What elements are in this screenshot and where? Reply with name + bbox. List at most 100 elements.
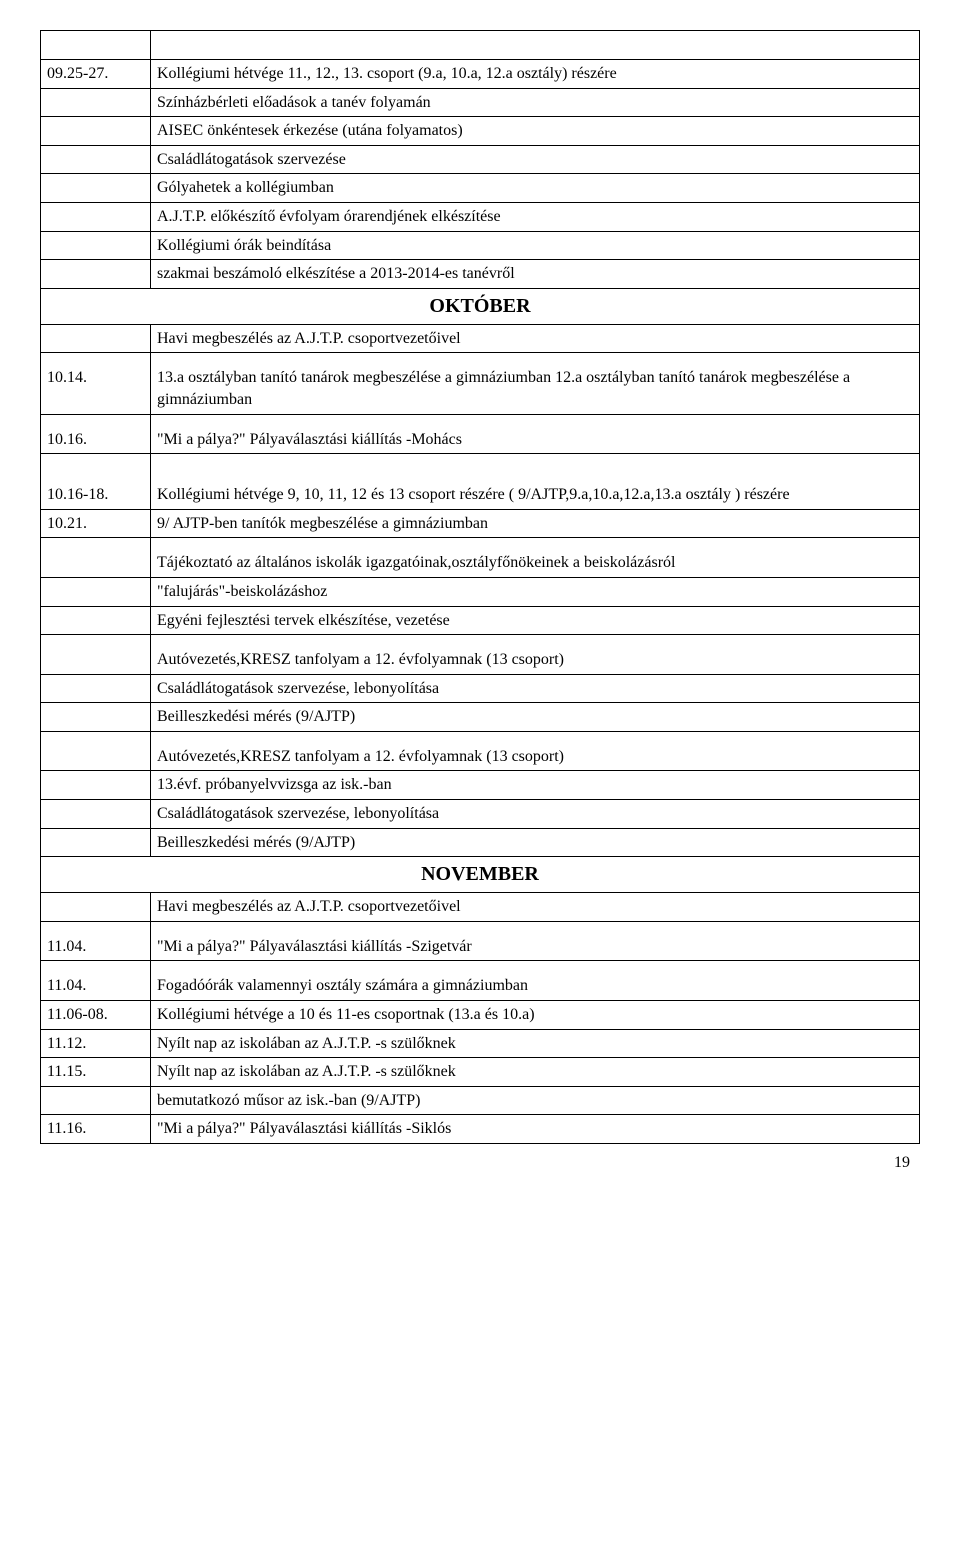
table-row: "falujárás"-beiskolázáshoz	[41, 577, 920, 606]
date-cell	[41, 674, 151, 703]
text-cell: szakmai beszámoló elkészítése a 2013-201…	[151, 260, 920, 289]
table-row: Családlátogatások szervezése, lebonyolít…	[41, 674, 920, 703]
table-row: Havi megbeszélés az A.J.T.P. csoportveze…	[41, 324, 920, 353]
text-cell: Kollégiumi hétvége 11., 12., 13. csoport…	[151, 60, 920, 89]
table-row: Egyéni fejlesztési tervek elkészítése, v…	[41, 606, 920, 635]
date-cell: 11.12.	[41, 1029, 151, 1058]
table-row: 10.16-18.Kollégiumi hétvége 9, 10, 11, 1…	[41, 454, 920, 510]
table-row: Beilleszkedési mérés (9/AJTP)	[41, 703, 920, 732]
date-cell	[41, 231, 151, 260]
date-cell: 10.16.	[41, 414, 151, 454]
text-cell: "falujárás"-beiskolázáshoz	[151, 577, 920, 606]
text-cell: Nyílt nap az iskolában az A.J.T.P. -s sz…	[151, 1029, 920, 1058]
table-row: Autóvezetés,KRESZ tanfolyam a 12. évfoly…	[41, 635, 920, 675]
schedule-table: 09.25-27.Kollégiumi hétvége 11., 12., 13…	[40, 30, 920, 1144]
date-cell: 11.15.	[41, 1058, 151, 1087]
text-cell: Gólyahetek a kollégiumban	[151, 174, 920, 203]
date-cell	[41, 893, 151, 922]
date-cell	[41, 174, 151, 203]
date-cell	[41, 577, 151, 606]
text-cell: Családlátogatások szervezése, lebonyolít…	[151, 674, 920, 703]
text-cell: Kollégiumi órák beindítása	[151, 231, 920, 260]
table-row: 11.04.Fogadóórák valamennyi osztály szám…	[41, 961, 920, 1001]
text-cell: Színházbérleti előadások a tanév folyamá…	[151, 88, 920, 117]
table-row: NOVEMBER	[41, 857, 920, 893]
date-cell	[41, 731, 151, 771]
date-cell: 11.04.	[41, 961, 151, 1001]
date-cell: 10.21.	[41, 509, 151, 538]
table-row: 11.04."Mi a pálya?" Pályaválasztási kiál…	[41, 921, 920, 961]
text-cell: Nyílt nap az iskolában az A.J.T.P. -s sz…	[151, 1058, 920, 1087]
text-cell: "Mi a pálya?" Pályaválasztási kiállítás …	[151, 921, 920, 961]
text-cell: Családlátogatások szervezése	[151, 145, 920, 174]
table-row	[41, 31, 920, 60]
text-cell: 13.a osztályban tanító tanárok megbeszél…	[151, 353, 920, 414]
table-row: Gólyahetek a kollégiumban	[41, 174, 920, 203]
table-row: 09.25-27.Kollégiumi hétvége 11., 12., 13…	[41, 60, 920, 89]
text-cell: Beilleszkedési mérés (9/AJTP)	[151, 703, 920, 732]
text-cell: Kollégiumi hétvége 9, 10, 11, 12 és 13 c…	[151, 454, 920, 510]
text-cell: Családlátogatások szervezése, lebonyolít…	[151, 800, 920, 829]
table-row: szakmai beszámoló elkészítése a 2013-201…	[41, 260, 920, 289]
table-row: 11.15.Nyílt nap az iskolában az A.J.T.P.…	[41, 1058, 920, 1087]
date-cell: 11.16.	[41, 1115, 151, 1144]
table-row: Havi megbeszélés az A.J.T.P. csoportveze…	[41, 893, 920, 922]
date-cell	[41, 1086, 151, 1115]
table-row: 10.16."Mi a pálya?" Pályaválasztási kiál…	[41, 414, 920, 454]
date-cell	[41, 771, 151, 800]
table-row: 11.12.Nyílt nap az iskolában az A.J.T.P.…	[41, 1029, 920, 1058]
table-row: Tájékoztató az általános iskolák igazgat…	[41, 538, 920, 578]
date-cell	[41, 324, 151, 353]
text-cell: 9/ AJTP-ben tanítók megbeszélése a gimná…	[151, 509, 920, 538]
date-cell	[41, 202, 151, 231]
text-cell: "Mi a pálya?" Pályaválasztási kiállítás …	[151, 1115, 920, 1144]
text-cell: A.J.T.P. előkészítő évfolyam órarendjéne…	[151, 202, 920, 231]
date-cell	[41, 800, 151, 829]
section-header: OKTÓBER	[41, 288, 920, 324]
date-cell	[41, 145, 151, 174]
text-cell: Beilleszkedési mérés (9/AJTP)	[151, 828, 920, 857]
table-row: Családlátogatások szervezése	[41, 145, 920, 174]
table-row: AISEC önkéntesek érkezése (utána folyama…	[41, 117, 920, 146]
date-cell	[41, 635, 151, 675]
table-row: 10.21.9/ AJTP-ben tanítók megbeszélése a…	[41, 509, 920, 538]
date-cell	[41, 117, 151, 146]
date-cell: 10.16-18.	[41, 454, 151, 510]
date-cell: 10.14.	[41, 353, 151, 414]
text-cell: Kollégiumi hétvége a 10 és 11-es csoport…	[151, 1001, 920, 1030]
section-header: NOVEMBER	[41, 857, 920, 893]
table-row: Családlátogatások szervezése, lebonyolít…	[41, 800, 920, 829]
text-cell: Havi megbeszélés az A.J.T.P. csoportveze…	[151, 324, 920, 353]
table-row: Színházbérleti előadások a tanév folyamá…	[41, 88, 920, 117]
text-cell: Autóvezetés,KRESZ tanfolyam a 12. évfoly…	[151, 731, 920, 771]
text-cell: Havi megbeszélés az A.J.T.P. csoportveze…	[151, 893, 920, 922]
text-cell: 13.évf. próbanyelvvizsga az isk.-ban	[151, 771, 920, 800]
date-cell: 11.06-08.	[41, 1001, 151, 1030]
table-row: 10.14.13.a osztályban tanító tanárok meg…	[41, 353, 920, 414]
table-row: Autóvezetés,KRESZ tanfolyam a 12. évfoly…	[41, 731, 920, 771]
text-cell: Fogadóórák valamennyi osztály számára a …	[151, 961, 920, 1001]
date-cell	[41, 828, 151, 857]
date-cell	[41, 606, 151, 635]
text-cell: "Mi a pálya?" Pályaválasztási kiállítás …	[151, 414, 920, 454]
date-cell: 09.25-27.	[41, 60, 151, 89]
table-row: 11.16."Mi a pálya?" Pályaválasztási kiál…	[41, 1115, 920, 1144]
date-cell	[41, 88, 151, 117]
date-cell: 11.04.	[41, 921, 151, 961]
text-cell: AISEC önkéntesek érkezése (utána folyama…	[151, 117, 920, 146]
text-cell: Egyéni fejlesztési tervek elkészítése, v…	[151, 606, 920, 635]
text-cell	[151, 31, 920, 60]
table-row: Beilleszkedési mérés (9/AJTP)	[41, 828, 920, 857]
date-cell	[41, 31, 151, 60]
date-cell	[41, 538, 151, 578]
text-cell: Autóvezetés,KRESZ tanfolyam a 12. évfoly…	[151, 635, 920, 675]
date-cell	[41, 260, 151, 289]
table-row: Kollégiumi órák beindítása	[41, 231, 920, 260]
page-number: 19	[40, 1154, 920, 1172]
table-row: 11.06-08.Kollégiumi hétvége a 10 és 11-e…	[41, 1001, 920, 1030]
text-cell: Tájékoztató az általános iskolák igazgat…	[151, 538, 920, 578]
table-row: bemutatkozó műsor az isk.-ban (9/AJTP)	[41, 1086, 920, 1115]
table-row: OKTÓBER	[41, 288, 920, 324]
date-cell	[41, 703, 151, 732]
table-row: A.J.T.P. előkészítő évfolyam órarendjéne…	[41, 202, 920, 231]
